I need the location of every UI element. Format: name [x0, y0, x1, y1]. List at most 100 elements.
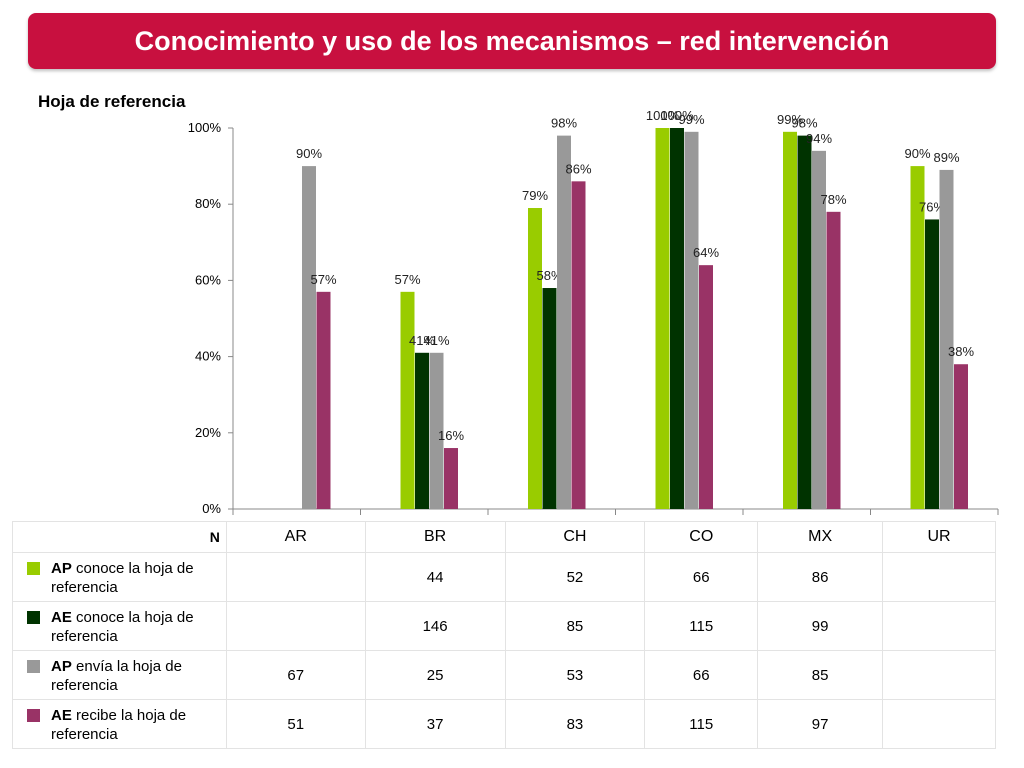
row-label-bold: AP: [51, 658, 72, 675]
row-label-bold: AP: [51, 560, 72, 577]
table-cell: 52: [504, 552, 646, 602]
legend-swatch: [27, 611, 40, 624]
bar: [910, 166, 925, 509]
data-label: 38%: [948, 344, 974, 359]
y-tick-label: 100%: [188, 120, 222, 135]
bar: [316, 291, 331, 509]
bar: [699, 265, 713, 509]
table-n-header: N: [12, 521, 227, 553]
table-col-header: BR: [364, 521, 506, 553]
bar: [444, 448, 458, 509]
page-title: Conocimiento y uso de los mecanismos – r…: [134, 25, 890, 56]
table-cell: 83: [504, 699, 646, 749]
table-cell: [882, 699, 996, 749]
table-cell: 85: [757, 650, 884, 700]
data-label: 98%: [791, 116, 817, 131]
table-cell: [882, 650, 996, 700]
bar: [797, 135, 812, 509]
data-label: 86%: [565, 161, 591, 176]
bar: [826, 211, 841, 509]
data-label: 98%: [551, 116, 577, 131]
table-row: AE conoce la hoja de referencia 146 85 1…: [12, 601, 996, 651]
table-cell: [882, 601, 996, 651]
data-label: 41%: [423, 333, 449, 348]
row-label-text: recibe la hoja de referencia: [51, 707, 187, 743]
data-label: 79%: [522, 188, 548, 203]
row-label-text: conoce la hoja de referencia: [51, 560, 194, 596]
table-cell: 115: [644, 699, 759, 749]
bar: [528, 208, 542, 509]
bar: [655, 128, 670, 509]
data-label: 99%: [777, 112, 803, 127]
y-tick-label: 80%: [195, 196, 221, 211]
y-tick-label: 60%: [195, 272, 221, 287]
data-label: 100%: [646, 108, 680, 123]
row-label: AE conoce la hoja de referencia: [12, 601, 227, 651]
bar: [429, 352, 444, 509]
legend-swatch: [27, 709, 40, 722]
table-cell: 115: [644, 601, 759, 651]
data-label: 41%: [409, 333, 435, 348]
row-label-text: conoce la hoja de referencia: [51, 609, 194, 645]
bar: [400, 291, 415, 509]
bar: [954, 364, 968, 509]
table-cell: 146: [364, 601, 506, 651]
y-tick-label: 20%: [195, 425, 221, 440]
bar: [939, 169, 954, 509]
data-label: 64%: [693, 245, 719, 260]
title-banner: Conocimiento y uso de los mecanismos – r…: [28, 13, 996, 69]
data-label: 89%: [933, 150, 959, 165]
bar: [302, 166, 316, 509]
table-cell: 37: [364, 699, 506, 749]
data-label: 94%: [806, 131, 832, 146]
table-row: AE recibe la hoja de referencia 51 37 83…: [12, 699, 996, 749]
table-cell: [882, 552, 996, 602]
table-row: AP envía la hoja de referencia 67 25 53 …: [12, 650, 996, 700]
data-label: 78%: [820, 192, 846, 207]
bar: [571, 181, 586, 509]
row-label: AP conoce la hoja de referencia: [12, 552, 227, 602]
table-row: AP conoce la hoja de referencia 44 52 66…: [12, 552, 996, 602]
data-label: 90%: [296, 146, 322, 161]
bar: [925, 219, 939, 509]
y-tick-label: 40%: [195, 349, 221, 364]
table-cell: 97: [757, 699, 884, 749]
chart-subtitle: Hoja de referencia: [38, 92, 186, 111]
table-cell: 25: [364, 650, 506, 700]
bar: [415, 352, 429, 509]
data-label: 58%: [536, 268, 562, 283]
data-table: N AR BR CH CO MX UR AP conoce la hoja de…: [12, 521, 996, 749]
table-cell: 51: [225, 699, 366, 749]
data-label: 100%: [660, 108, 694, 123]
bar: [812, 150, 826, 510]
legend-swatch: [27, 562, 40, 575]
table-col-header: AR: [225, 521, 366, 553]
data-label: 57%: [310, 272, 336, 287]
table-cell: [225, 601, 366, 651]
bar: [783, 131, 797, 509]
bar: [670, 128, 684, 509]
table-cell: 86: [757, 552, 884, 602]
data-label: 76%: [919, 199, 945, 214]
bar: [684, 131, 699, 509]
data-label: 57%: [394, 272, 420, 287]
bar-chart: 0% 20% 40% 60% 80% 100% 90% 57% 57% 41%41% 16% 79% 5…: [188, 108, 999, 516]
table-col-header: CH: [504, 521, 646, 553]
table-cell: 67: [225, 650, 366, 700]
row-label-bold: AE: [51, 609, 72, 626]
table-cell: 99: [757, 601, 884, 651]
bar: [542, 288, 557, 509]
table-col-header: CO: [644, 521, 759, 553]
legend-swatch: [27, 660, 40, 673]
table-cell: 53: [504, 650, 646, 700]
row-label-bold: AE: [51, 707, 72, 724]
table-col-header: UR: [882, 521, 996, 553]
table-cell: [225, 552, 366, 602]
table-cell: 85: [504, 601, 646, 651]
row-label: AP envía la hoja de referencia: [12, 650, 227, 700]
data-label: 99%: [678, 112, 704, 127]
row-label-text: envía la hoja de referencia: [51, 658, 182, 694]
data-label: 90%: [904, 146, 930, 161]
y-tick-label: 0%: [202, 501, 221, 516]
table-cell: 66: [644, 650, 759, 700]
